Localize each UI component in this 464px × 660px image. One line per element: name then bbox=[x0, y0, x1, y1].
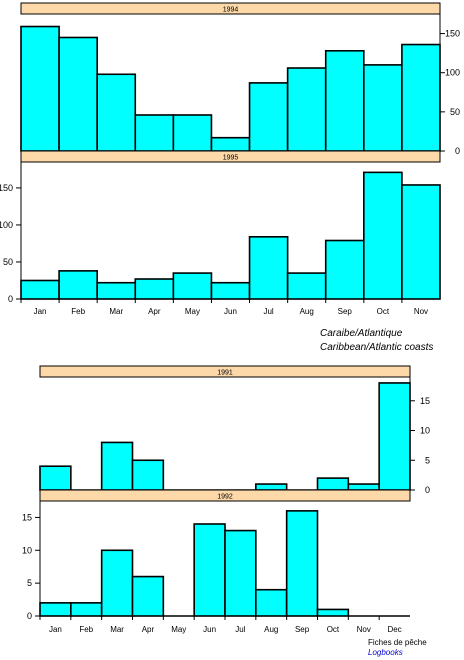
x-tick-label: Jun bbox=[203, 625, 216, 634]
bar-1991-Dec bbox=[378, 382, 411, 491]
bar-1992-Jul bbox=[224, 529, 257, 617]
bar-1991-Aug bbox=[255, 483, 288, 491]
x-tick-label: May bbox=[171, 625, 186, 634]
bar-1992-Oct bbox=[316, 608, 350, 617]
y-tick-label: 5 bbox=[425, 455, 430, 465]
bar-1992-Jan bbox=[39, 602, 72, 617]
bar-1994-Feb bbox=[58, 36, 98, 152]
x-tick-label: Oct bbox=[327, 625, 340, 634]
y-tick-label: 150 bbox=[445, 29, 460, 39]
bar-1994-May bbox=[172, 114, 213, 152]
bar-1995-Oct bbox=[363, 171, 403, 300]
x-tick-label: Nov bbox=[414, 307, 428, 316]
bar-1991-Jan bbox=[39, 465, 72, 491]
y-tick-label: 50 bbox=[450, 107, 460, 117]
bar-1995-Nov bbox=[401, 184, 441, 300]
bar-1994-Apr bbox=[134, 114, 175, 152]
chart-title: 1995 bbox=[223, 155, 239, 162]
bar-1991-Apr bbox=[131, 459, 165, 491]
bar-1995-Feb bbox=[58, 270, 98, 300]
y-tick-label: 10 bbox=[420, 426, 430, 436]
bar-1995-Jul bbox=[248, 235, 289, 300]
x-tick-label: Mar bbox=[110, 625, 124, 634]
bar-1994-Aug bbox=[286, 67, 327, 152]
bar-1992-Sep bbox=[285, 510, 319, 617]
y-tick-label: 150 bbox=[0, 183, 13, 193]
chart-title: 1994 bbox=[223, 7, 239, 14]
bar-1992-Mar bbox=[100, 549, 134, 617]
y-tick-label: 10 bbox=[22, 545, 32, 555]
region-caption-fr: Caraibe/Atlantique bbox=[320, 328, 403, 339]
bar-1992-Feb bbox=[70, 602, 103, 617]
chart-title: 1991 bbox=[217, 370, 233, 377]
bar-1994-Nov bbox=[401, 43, 441, 152]
bar-1992-Aug bbox=[255, 588, 288, 617]
x-tick-label: Feb bbox=[79, 625, 93, 634]
bar-1994-Oct bbox=[363, 64, 403, 152]
x-tick-label: Aug bbox=[300, 307, 314, 316]
bar-1991-Mar bbox=[100, 441, 134, 491]
bar-1994-Mar bbox=[96, 73, 137, 152]
region-caption-en: Caribbean/Atlantic coasts bbox=[320, 342, 434, 353]
bar-1995-Jun bbox=[210, 281, 251, 300]
x-tick-label: Sep bbox=[338, 307, 353, 316]
bar-1991-Oct bbox=[316, 477, 350, 491]
x-tick-label: Dec bbox=[387, 625, 401, 634]
y-tick-label: 0 bbox=[8, 294, 13, 304]
x-tick-label: Jun bbox=[224, 307, 237, 316]
x-tick-label: Sep bbox=[295, 625, 310, 634]
x-tick-label: Apr bbox=[142, 625, 155, 634]
chart-title-header bbox=[39, 489, 411, 502]
bar-1992-Jun bbox=[193, 523, 226, 617]
y-tick-label: 0 bbox=[27, 611, 32, 621]
x-tick-label: Apr bbox=[148, 307, 161, 316]
x-tick-label: Feb bbox=[71, 307, 85, 316]
x-tick-label: May bbox=[185, 307, 200, 316]
x-tick-label: Jul bbox=[263, 307, 273, 316]
bar-1995-Apr bbox=[134, 278, 175, 300]
source-caption-fr: Fiches de pêche bbox=[368, 638, 427, 647]
y-tick-label: 100 bbox=[0, 220, 13, 230]
y-tick-label: 50 bbox=[3, 257, 13, 267]
bar-1992-Apr bbox=[131, 575, 165, 617]
x-tick-label: Oct bbox=[377, 307, 390, 316]
bar-1995-Sep bbox=[324, 239, 365, 300]
x-tick-label: Nov bbox=[357, 625, 371, 634]
chart-title: 1992 bbox=[217, 494, 233, 501]
y-tick-label: 5 bbox=[27, 578, 32, 588]
y-tick-label: 0 bbox=[455, 146, 460, 156]
bar-1995-Mar bbox=[96, 281, 137, 300]
x-tick-label: Mar bbox=[109, 307, 123, 316]
source-caption-en: Logbooks bbox=[368, 648, 403, 657]
x-tick-label: Aug bbox=[264, 625, 278, 634]
y-tick-label: 0 bbox=[425, 485, 430, 495]
bar-1995-Jan bbox=[20, 279, 60, 300]
bar-1994-Sep bbox=[324, 49, 365, 152]
x-tick-label: Jan bbox=[49, 625, 62, 634]
y-tick-label: 15 bbox=[22, 512, 32, 522]
bar-1994-Jul bbox=[248, 82, 289, 152]
y-tick-label: 15 bbox=[420, 396, 430, 406]
bar-1995-Aug bbox=[286, 272, 327, 300]
y-tick-label: 100 bbox=[445, 68, 460, 78]
x-tick-label: Jan bbox=[34, 307, 47, 316]
bar-1994-Jan bbox=[20, 25, 60, 152]
chart-title-header bbox=[20, 2, 441, 15]
bar-1994-Jun bbox=[210, 136, 251, 152]
bar-1991-Nov bbox=[347, 483, 380, 491]
chart-title-header bbox=[20, 150, 441, 163]
chart-title-header bbox=[39, 365, 411, 378]
x-tick-label: Jul bbox=[235, 625, 245, 634]
bar-1995-May bbox=[172, 272, 213, 300]
